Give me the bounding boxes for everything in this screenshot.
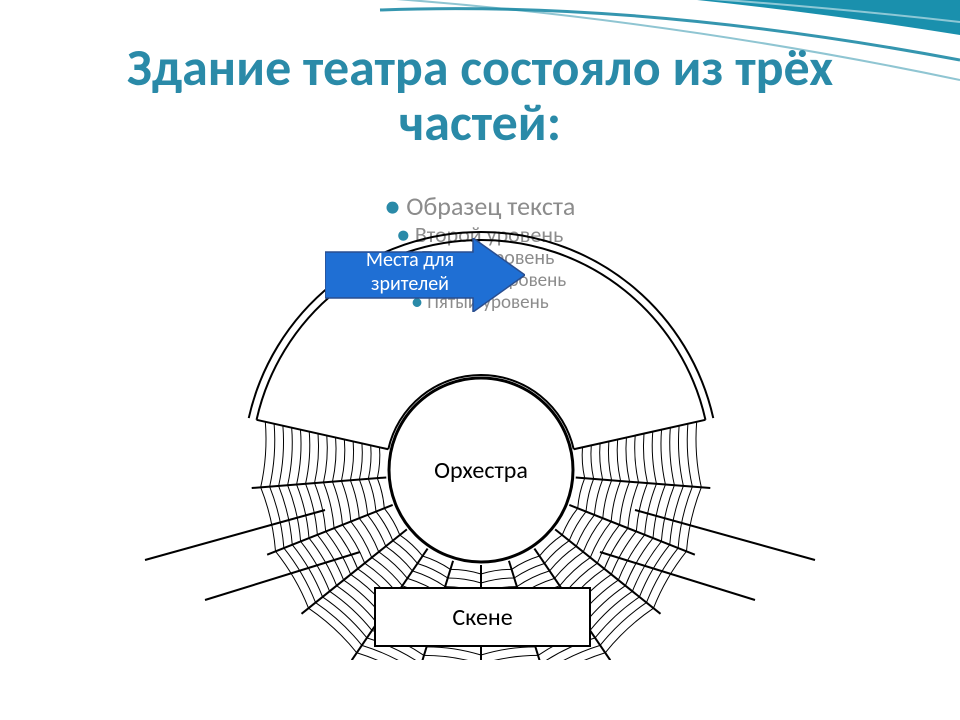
slide: Здание театра состояло из трёх частей: ●…	[0, 0, 960, 720]
seats-arrow-label: Места для зрителей	[335, 248, 485, 296]
arrow-text-line1: Места для	[366, 248, 454, 272]
orchestra-label: Орхестра	[434, 456, 528, 485]
arrow-text-line2: зрителей	[371, 272, 449, 296]
slide-title: Здание театра состояло из трёх частей:	[0, 40, 960, 149]
skene-label: Скене	[452, 603, 512, 632]
